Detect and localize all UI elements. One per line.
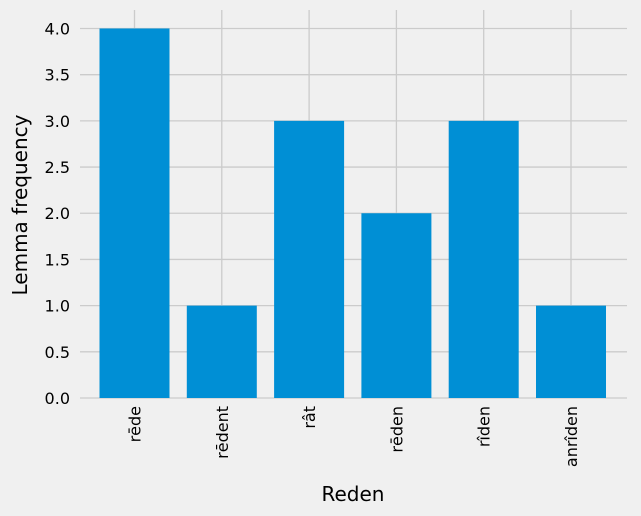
bar-5 (536, 305, 606, 398)
y-tick-label: 0.5 (45, 343, 70, 362)
y-tick-label: 4.0 (45, 19, 70, 38)
x-axis-label: Reden (322, 482, 385, 506)
x-tick-label: rēde (126, 406, 145, 442)
y-tick-labels: 0.0 0.5 1.0 1.5 2.0 2.5 3.0 3.5 4.0 (45, 19, 70, 408)
y-tick-label: 1.5 (45, 250, 70, 269)
y-tick-label: 1.0 (45, 297, 70, 316)
x-tick-label: anrîden (562, 406, 581, 467)
bar-0 (99, 28, 170, 398)
x-tick-label: rîden (475, 406, 494, 447)
y-tick-label: 2.0 (45, 204, 70, 223)
y-tick-label: 3.0 (45, 112, 70, 131)
x-tick-label: rēden (387, 406, 406, 453)
y-tick-label: 2.5 (45, 158, 70, 177)
x-tick-label: rât (300, 406, 319, 429)
bar-2 (274, 120, 345, 398)
y-axis-label: Lemma frequency (8, 114, 32, 295)
bar-4 (448, 120, 519, 398)
bars (99, 28, 606, 398)
bar-1 (186, 305, 257, 398)
y-tick-label: 3.5 (45, 66, 70, 85)
y-tick-label: 0.0 (45, 389, 70, 408)
x-tick-label: rēdent (213, 406, 232, 459)
bar-3 (361, 213, 432, 398)
x-tick-labels: rēde rēdent rât rēden rîden anrîden (126, 406, 582, 467)
